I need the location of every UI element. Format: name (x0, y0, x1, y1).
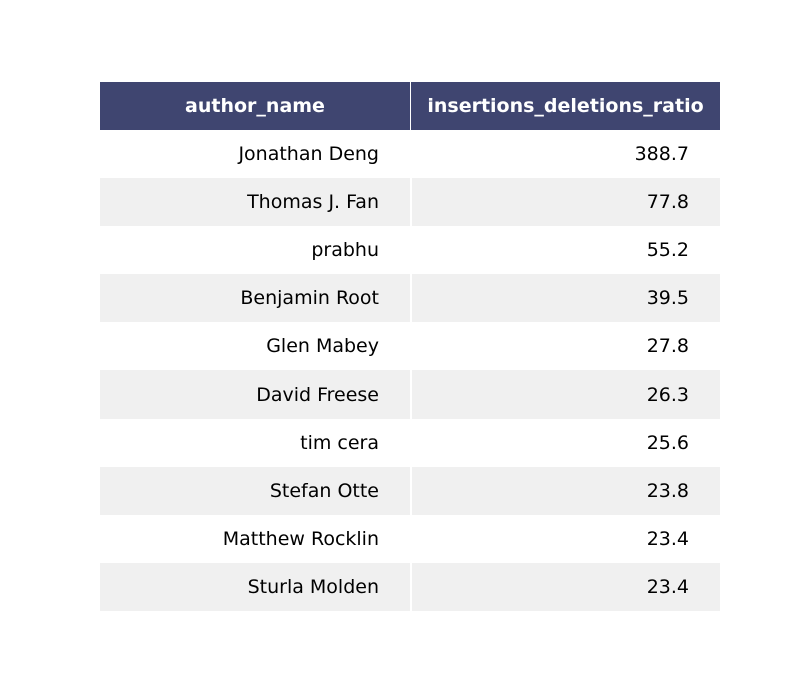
table-row: Benjamin Root 39.5 (100, 274, 720, 323)
author-name-cell: David Freese (256, 383, 379, 406)
author-name-cell: Glen Mabey (266, 335, 379, 358)
author-name-cell: Sturla Molden (247, 575, 379, 598)
author-name-cell: prabhu (311, 239, 379, 262)
ratio-cell: 23.4 (410, 562, 720, 611)
table-row: Thomas J. Fan 77.8 (100, 178, 720, 227)
author-name-cell: Thomas J. Fan (247, 191, 379, 214)
table-row: David Freese 26.3 (100, 370, 720, 419)
ratio-cell: 26.3 (410, 370, 720, 419)
table-row: Stefan Otte 23.8 (100, 466, 720, 515)
table-row: Sturla Molden 23.4 (100, 562, 720, 611)
ratio-cell: 23.4 (410, 514, 720, 563)
table-header-row: author_name insertions_deletions_ratio (100, 82, 720, 130)
author-name-cell: Stefan Otte (269, 479, 379, 502)
ratio-cell: 77.8 (410, 178, 720, 227)
author-name-cell: tim cera (300, 431, 379, 454)
ratio-cell: 27.8 (410, 322, 720, 371)
table-row: Glen Mabey 27.8 (100, 322, 720, 371)
column-header: author_name (185, 95, 325, 117)
ratio-cell: 25.6 (410, 418, 720, 467)
ratio-cell: 39.5 (410, 274, 720, 323)
column-header: insertions_deletions_ratio (410, 82, 720, 130)
table-row: Jonathan Deng 388.7 (100, 130, 720, 179)
author-name-cell: Jonathan Deng (238, 143, 379, 166)
ratio-cell: 55.2 (410, 226, 720, 275)
data-table: author_name insertions_deletions_ratio J… (100, 82, 720, 611)
table-row: prabhu 55.2 (100, 226, 720, 275)
ratio-cell: 23.8 (410, 466, 720, 515)
table-body: Jonathan Deng 388.7 Thomas J. Fan 77.8 prabh… (100, 130, 720, 611)
author-name-cell: Benjamin Root (240, 287, 379, 310)
author-name-cell: Matthew Rocklin (222, 527, 379, 550)
ratio-cell: 388.7 (410, 130, 720, 179)
table-row: Matthew Rocklin 23.4 (100, 514, 720, 563)
table-row: tim cera 25.6 (100, 418, 720, 467)
